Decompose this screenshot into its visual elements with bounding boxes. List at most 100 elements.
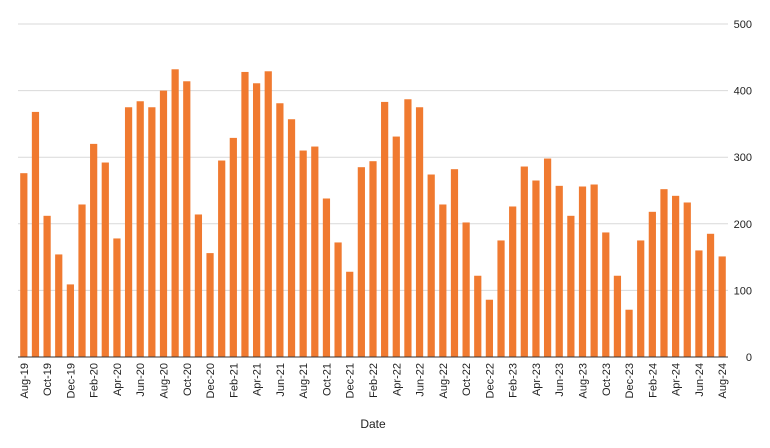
x-tick-label: Jun-21 bbox=[275, 363, 287, 397]
bar-Nov-23 bbox=[613, 275, 622, 357]
bar-Jan-24 bbox=[637, 240, 645, 357]
y-tick-label: 500 bbox=[734, 19, 752, 31]
x-tick-label: Feb-21 bbox=[228, 363, 240, 398]
bar-Dec-20 bbox=[206, 253, 214, 357]
x-tick-label: Aug-19 bbox=[19, 363, 31, 398]
x-tick-label: Oct-23 bbox=[601, 363, 613, 396]
y-tick-label: 200 bbox=[734, 219, 752, 231]
bar-May-23 bbox=[543, 158, 552, 357]
x-tick-label: Aug-22 bbox=[438, 363, 450, 398]
x-tick-label: Dec-22 bbox=[484, 363, 496, 398]
bar-Dec-22 bbox=[485, 299, 494, 357]
x-tick-label: Apr-23 bbox=[531, 363, 543, 396]
y-axis-tick-labels: 0 100 200 300 400 500 bbox=[734, 19, 752, 364]
x-tick-label: Feb-23 bbox=[508, 363, 520, 398]
x-tick-label: Oct-21 bbox=[321, 363, 333, 396]
bar-Mar-22 bbox=[381, 101, 389, 357]
bar-May-24 bbox=[683, 202, 691, 357]
x-tick-label: Oct-22 bbox=[461, 363, 473, 396]
x-tick-label: Apr-21 bbox=[252, 363, 264, 396]
y-tick-label: 100 bbox=[734, 285, 752, 297]
bar-Sep-21 bbox=[311, 146, 319, 357]
bar-Sep-20 bbox=[171, 69, 179, 358]
bar-Aug-22 bbox=[439, 204, 447, 357]
bar-Aug-24 bbox=[718, 256, 726, 357]
x-tick-label: Oct-19 bbox=[42, 363, 54, 396]
x-tick-label: Jun-20 bbox=[135, 363, 147, 397]
bar-Dec-23 bbox=[625, 309, 633, 357]
bar-Feb-21 bbox=[229, 137, 237, 357]
bar-Jan-21 bbox=[218, 160, 226, 357]
bar-Aug-23 bbox=[578, 186, 587, 357]
x-tick-label: Apr-20 bbox=[112, 363, 124, 396]
x-tick-label: Feb-22 bbox=[368, 363, 380, 398]
bar-Oct-23 bbox=[602, 232, 610, 357]
bar-Aug-20 bbox=[159, 90, 168, 357]
x-tick-label: Feb-24 bbox=[647, 363, 659, 398]
bar-Jan-20 bbox=[78, 204, 86, 357]
y-tick-label: 400 bbox=[734, 86, 752, 98]
bar-May-20 bbox=[124, 107, 133, 357]
bar-Jul-22 bbox=[427, 174, 435, 357]
bar-Apr-20 bbox=[113, 238, 121, 357]
y-tick-label: 0 bbox=[746, 352, 752, 364]
x-tick-label: Oct-20 bbox=[182, 363, 194, 396]
x-tick-label: Jun-22 bbox=[415, 363, 427, 397]
x-tick-label: Apr-24 bbox=[671, 363, 683, 396]
x-tick-label: Aug-21 bbox=[298, 363, 310, 398]
x-tick-label: Feb-20 bbox=[89, 363, 101, 398]
bar-Aug-19 bbox=[20, 173, 28, 357]
x-tick-label: Aug-23 bbox=[578, 363, 590, 398]
bar-Oct-22 bbox=[462, 222, 470, 357]
bar-Nov-19 bbox=[55, 254, 63, 357]
x-tick-label: Dec-21 bbox=[345, 363, 357, 398]
bar-Sep-22 bbox=[450, 169, 459, 357]
x-tick-label: Apr-22 bbox=[391, 363, 403, 396]
bar-Jul-23 bbox=[567, 215, 575, 357]
bar-Jul-21 bbox=[287, 119, 296, 357]
bar-Jan-23 bbox=[497, 240, 505, 357]
x-tick-label: Dec-23 bbox=[624, 363, 636, 398]
bar-Jun-20 bbox=[136, 101, 144, 357]
bar-Dec-19 bbox=[66, 284, 74, 357]
bar-Jan-22 bbox=[357, 167, 365, 357]
bar-Nov-21 bbox=[334, 242, 342, 357]
bar-Oct-19 bbox=[43, 215, 51, 357]
bar-Oct-20 bbox=[183, 81, 191, 357]
bar-Jun-24 bbox=[695, 250, 703, 357]
bar-Nov-20 bbox=[194, 214, 203, 357]
gridlines bbox=[18, 23, 728, 291]
x-tick-label: Aug-24 bbox=[717, 363, 729, 398]
bar-Jun-23 bbox=[555, 185, 563, 357]
bar-Jul-24 bbox=[706, 233, 715, 357]
bar-Apr-24 bbox=[672, 195, 680, 357]
bar-Oct-21 bbox=[322, 198, 331, 357]
bar-Mar-21 bbox=[241, 71, 249, 358]
bar-Feb-24 bbox=[648, 211, 656, 357]
y-tick-label: 300 bbox=[734, 152, 752, 164]
x-tick-label: Jun-24 bbox=[694, 363, 706, 397]
bar-Mar-20 bbox=[101, 162, 109, 357]
bars bbox=[20, 69, 726, 358]
x-tick-label: Dec-20 bbox=[205, 363, 217, 398]
bar-Jun-21 bbox=[276, 103, 284, 357]
bar-Aug-21 bbox=[299, 150, 307, 357]
x-axis-tick-labels: Aug-19 Oct-19 Dec-19 Feb-20 Apr-20 Jun-20 Aug-… bbox=[19, 363, 729, 398]
bar-Mar-23 bbox=[520, 166, 528, 357]
bar-Feb-20 bbox=[90, 143, 98, 357]
x-axis-title: Date bbox=[360, 417, 386, 431]
bar-Nov-22 bbox=[474, 275, 482, 357]
bar-Apr-21 bbox=[252, 83, 261, 358]
bar-Dec-21 bbox=[346, 271, 354, 357]
bar-Apr-22 bbox=[392, 136, 400, 357]
bar-Feb-23 bbox=[509, 206, 517, 357]
bar-Sep-23 bbox=[590, 184, 598, 357]
x-tick-label: Dec-19 bbox=[65, 363, 77, 398]
x-tick-label: Aug-20 bbox=[158, 363, 170, 398]
bar-Apr-23 bbox=[532, 180, 540, 357]
bar-Jun-22 bbox=[415, 107, 424, 357]
bar-Sep-19 bbox=[31, 111, 40, 357]
x-tick-label: Jun-23 bbox=[554, 363, 566, 397]
bar-May-22 bbox=[404, 99, 412, 358]
